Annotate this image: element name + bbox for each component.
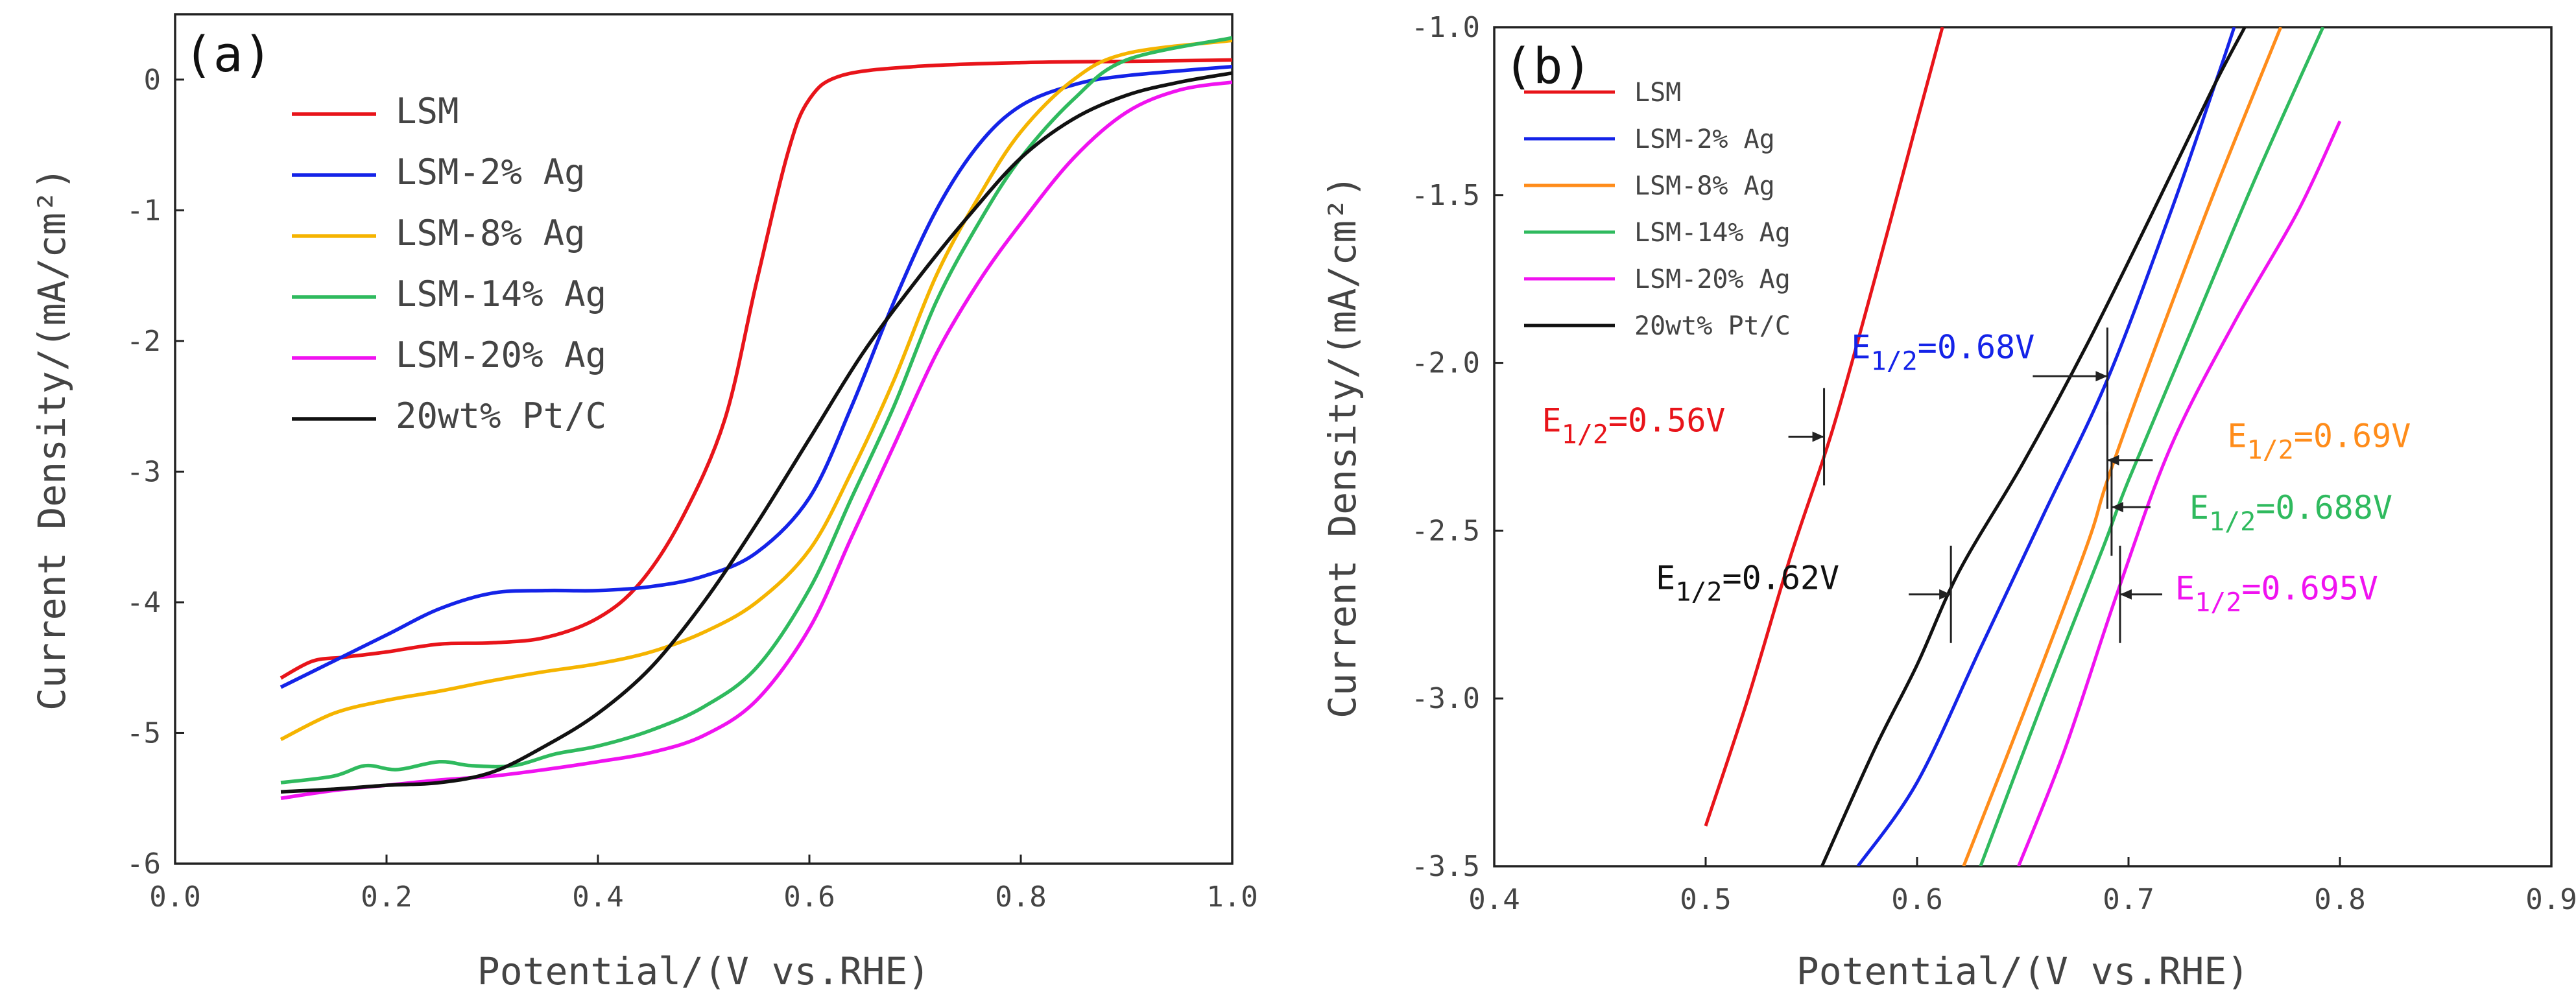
- panel-b-x-tick-label-5: 0.9: [2525, 883, 2576, 916]
- halfwave-subscript: 1/2: [2209, 507, 2256, 537]
- panel-b-series: [1704, 27, 2342, 866]
- panel-b-y-tick-label-4: -3.0: [1411, 682, 1480, 715]
- panel-a-y-tick-label-2: -2: [126, 325, 161, 358]
- panel-a-series-20wt-pt-c: [280, 71, 1232, 794]
- panel-a-y-tick-label-4: -4: [126, 586, 161, 619]
- panel-a-x-axis-label: Potential/(V vs.RHE): [477, 949, 930, 993]
- panel-b: (b) 0.4 0.5 0.6 0.7 0.8 0.9 -1.0 -1.5 -2.0 -2.5 -3…: [1320, 11, 2576, 993]
- panel-b-halfwave-label-3: E1/2=0.688V: [2189, 489, 2392, 537]
- panel-a-y-tick-label-0: 0: [144, 64, 161, 97]
- panel-a-x-tick-label-5: 1.0: [1206, 881, 1258, 914]
- panel-b-series-lsm-8-ag: [1962, 27, 2283, 866]
- panel-a-y-axis-label: Current Density/(mA/cm²): [30, 167, 74, 711]
- panel-b-y-tick-label-2: -2.0: [1411, 347, 1480, 380]
- panel-b-series-20wt-pt-c: [1820, 27, 2247, 866]
- panel-a-series-lsm-2-ag: [280, 64, 1232, 689]
- panel-a: (a) 0.0 0.2 0.4 0.6 0.8 1.00-1-2-3-4-5-6 LSML…: [30, 13, 1258, 993]
- panel-b-x-tick-label-3: 0.7: [2103, 883, 2154, 916]
- panel-b-y-axis-label: Current Density/(mA/cm²): [1320, 175, 1365, 718]
- panel-a-y-tick-label-6: -6: [126, 847, 161, 881]
- halfwave-subscript: 1/2: [1562, 420, 1608, 449]
- panel-b-halfwave-arrowhead-0: [1812, 431, 1824, 442]
- halfwave-value: =0.56V: [1608, 401, 1726, 439]
- panel-b-y-tick-label-5: -3.5: [1411, 850, 1480, 883]
- panel-a-frame: [174, 13, 1234, 865]
- halfwave-subscript: 1/2: [1675, 578, 1722, 608]
- panel-b-series-lsm-2-ag: [1856, 27, 2236, 866]
- panel-b-annotations: E1/2=0.56VE1/2=0.68VE1/2=0.69VE1/2=0.688…: [1542, 327, 2411, 643]
- panel-a-legend-label-20wt-pt-c: 20wt% Pt/C: [396, 396, 606, 436]
- panel-a-x-tick-label-3: 0.6: [783, 881, 835, 914]
- panel-b-legend-label-20wt-pt-c: 20wt% Pt/C: [1634, 311, 1791, 341]
- panel-b-halfwave-label-5: E1/2=0.695V: [2175, 570, 2378, 618]
- panel-b-halfwave-label-2: E1/2=0.69V: [2227, 418, 2411, 466]
- panel-a-x-tick-label-0: 0.0: [149, 881, 200, 914]
- panel-b-halfwave-arrowhead-3: [2111, 502, 2123, 513]
- panel-a-legend: LSM LSM-2% Ag LSM-8% Ag LSM-14% Ag LSM-20% A…: [292, 91, 606, 436]
- panel-b-label: (b): [1503, 37, 1592, 95]
- panel-b-ticks: 0.4 0.5 0.6 0.7 0.8 0.9 -1.0 -1.5 -2.0 -2.5 -3.0 -3…: [1411, 11, 2576, 916]
- halfwave-subscript: 1/2: [2195, 588, 2241, 618]
- panel-a-series-lsm-8-ag: [280, 38, 1232, 741]
- panel-b-halfwave-arrowhead-2: [2107, 455, 2119, 466]
- panel-b-legend-label-lsm: LSM: [1634, 78, 1681, 108]
- panel-b-halfwave-label-4: E1/2=0.62V: [1656, 560, 1839, 608]
- panel-b-x-tick-label-4: 0.8: [2314, 883, 2365, 916]
- panel-b-y-tick-label-0: -1.0: [1411, 11, 1480, 44]
- halfwave-value: =0.69V: [2294, 418, 2411, 455]
- panel-b-series-lsm: [1704, 27, 1944, 827]
- panel-a-ticks: 0.0 0.2 0.4 0.6 0.8 1.0 0 -1 -2 -3 -4 -5 -6: [126, 64, 1258, 914]
- panel-b-legend-label-lsm-8-ag: LSM-8% Ag: [1634, 171, 1775, 201]
- halfwave-e-symbol: E: [1851, 328, 1870, 366]
- panel-b-x-tick-label-1: 0.5: [1680, 883, 1731, 916]
- halfwave-value: =0.688V: [2256, 489, 2392, 526]
- panel-a-legend-label-lsm-8-ag: LSM-8% Ag: [396, 213, 586, 254]
- halfwave-e-symbol: E: [2227, 418, 2247, 455]
- panel-b-legend-label-lsm-14-ag: LSM-14% Ag: [1634, 218, 1791, 248]
- halfwave-e-symbol: E: [1542, 401, 1562, 439]
- panel-b-y-tick-label-3: -2.5: [1411, 514, 1480, 547]
- panel-b-halfwave-arrowhead-4: [1939, 589, 1951, 600]
- panel-a-legend-label-lsm-2-ag: LSM-2% Ag: [396, 152, 586, 193]
- panel-a-x-tick-label-1: 0.2: [361, 881, 412, 914]
- halfwave-e-symbol: E: [2175, 570, 2195, 608]
- panel-b-halfwave-label-1: E1/2=0.68V: [1851, 328, 2034, 376]
- halfwave-e-symbol: E: [2189, 489, 2209, 526]
- panel-a-legend-label-lsm-20-ag: LSM-20% Ag: [396, 335, 606, 375]
- panel-b-x-tick-label-2: 0.6: [1891, 883, 1942, 916]
- halfwave-value: =0.695V: [2241, 570, 2378, 608]
- panel-a-y-tick-label-1: -1: [126, 194, 161, 227]
- panel-b-x-tick-label-0: 0.4: [1468, 883, 1520, 916]
- panel-b-frame: [1493, 26, 2553, 868]
- halfwave-value: =0.68V: [1918, 328, 2035, 366]
- panel-b-series-lsm-14-ag: [1979, 27, 2325, 866]
- panel-a-legend-label-lsm-14-ag: LSM-14% Ag: [396, 274, 606, 314]
- panel-a-series: [280, 36, 1232, 800]
- panel-b-y-tick-label-1: -1.5: [1411, 179, 1480, 212]
- panel-b-series-lsm-20-ag: [2017, 120, 2342, 866]
- panel-b-legend-label-lsm-2-ag: LSM-2% Ag: [1634, 124, 1775, 154]
- halfwave-value: =0.62V: [1723, 560, 1840, 597]
- panel-b-legend-label-lsm-20-ag: LSM-20% Ag: [1634, 265, 1791, 294]
- panel-b-halfwave-label-0: E1/2=0.56V: [1542, 401, 1726, 449]
- halfwave-subscript: 1/2: [2247, 436, 2294, 466]
- panel-a-legend-label-lsm: LSM: [396, 91, 459, 132]
- halfwave-e-symbol: E: [1656, 560, 1675, 597]
- panel-b-halfwave-arrowhead-5: [2119, 589, 2132, 600]
- panel-a-x-tick-label-4: 0.8: [995, 881, 1046, 914]
- panel-a-y-tick-label-5: -5: [126, 716, 161, 750]
- panel-b-legend: LSM LSM-2% Ag LSM-8% Ag LSM-14% Ag LSM-20% A…: [1524, 78, 1791, 341]
- panel-a-label: (a): [184, 25, 272, 83]
- panel-a-y-tick-label-3: -3: [126, 455, 161, 488]
- panel-a-x-tick-label-2: 0.4: [572, 881, 623, 914]
- halfwave-subscript: 1/2: [1871, 346, 1918, 376]
- panel-a-series-lsm: [280, 58, 1232, 680]
- panel-b-x-axis-label: Potential/(V vs.RHE): [1796, 949, 2249, 993]
- panel-b-halfwave-arrowhead-1: [2095, 371, 2108, 382]
